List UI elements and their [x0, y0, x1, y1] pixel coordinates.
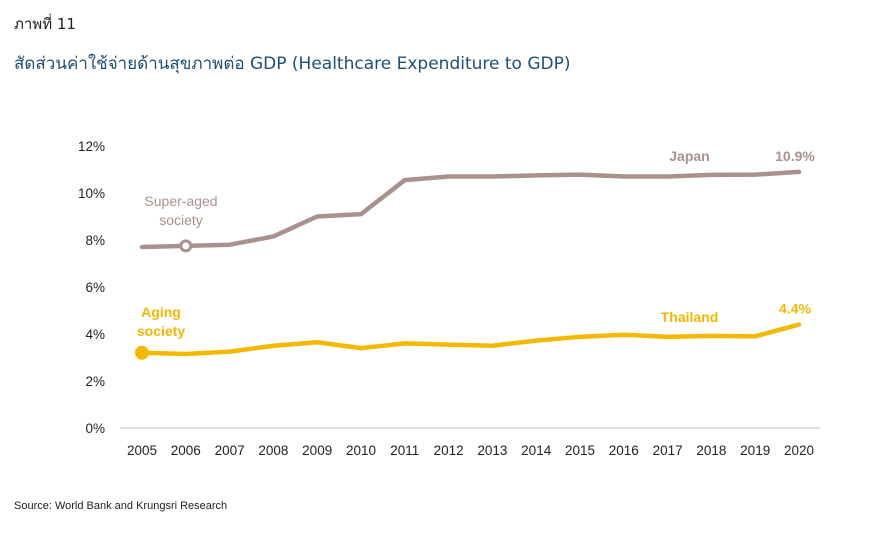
x-tick-label: 2016 — [609, 443, 639, 458]
x-tick-label: 2018 — [696, 443, 726, 458]
y-tick-label: 4% — [85, 327, 105, 342]
x-tick-label: 2015 — [565, 443, 595, 458]
x-tick-label: 2017 — [653, 443, 683, 458]
annotation-text: Aging — [141, 304, 181, 320]
x-tick-label: 2013 — [477, 443, 507, 458]
x-tick-label: 2012 — [434, 443, 464, 458]
series-line-japan — [139, 169, 802, 250]
x-tick-label: 2011 — [390, 443, 419, 458]
series-layer: Japan 10.9% Thailand 4.4% — [139, 148, 815, 357]
series-name-label: Thailand — [661, 309, 719, 325]
x-tick-label: 2007 — [215, 443, 245, 458]
x-tick-label: 2020 — [784, 443, 814, 458]
y-tick-label: 8% — [85, 233, 105, 248]
series-line-thailand — [139, 322, 802, 357]
y-tick-label: 2% — [85, 374, 105, 389]
x-tick-label: 2019 — [740, 443, 770, 458]
x-axis: 2005 2006 2007 2008 2009 2010 2011 2012 2013 2014… — [127, 443, 814, 458]
figure-label: ภาพที่ 11 — [14, 15, 76, 33]
series-name-label: Japan — [669, 148, 709, 164]
annotation-marker — [135, 345, 149, 360]
y-tick-label: 10% — [78, 186, 105, 201]
end-value-label: 4.4% — [779, 301, 811, 317]
y-tick-label: 0% — [85, 421, 105, 436]
source-note: Source: World Bank and Krungsri Research — [14, 500, 228, 512]
annotation-text: society — [159, 212, 203, 228]
annotation-marker — [179, 239, 193, 253]
end-value-label: 10.9% — [775, 148, 815, 164]
x-tick-label: 2008 — [258, 443, 288, 458]
x-tick-label: 2005 — [127, 443, 157, 458]
annotation-text: Super-aged — [144, 193, 217, 209]
annotation-layer: Super-aged society Aging society — [135, 193, 218, 360]
x-tick-label: 2006 — [171, 443, 201, 458]
chart-title: สัดส่วนค่าใช้จ่ายด้านสุขภาพต่อ GDP (Heal… — [14, 54, 571, 74]
annotation-text: society — [137, 323, 185, 339]
x-tick-label: 2009 — [302, 443, 332, 458]
x-tick-label: 2014 — [521, 443, 552, 458]
y-tick-label: 12% — [78, 139, 105, 154]
y-axis: 0% 2% 4% 6% 8% 10% 12% — [78, 139, 105, 436]
y-tick-label: 6% — [85, 280, 105, 295]
x-tick-label: 2010 — [346, 443, 376, 458]
